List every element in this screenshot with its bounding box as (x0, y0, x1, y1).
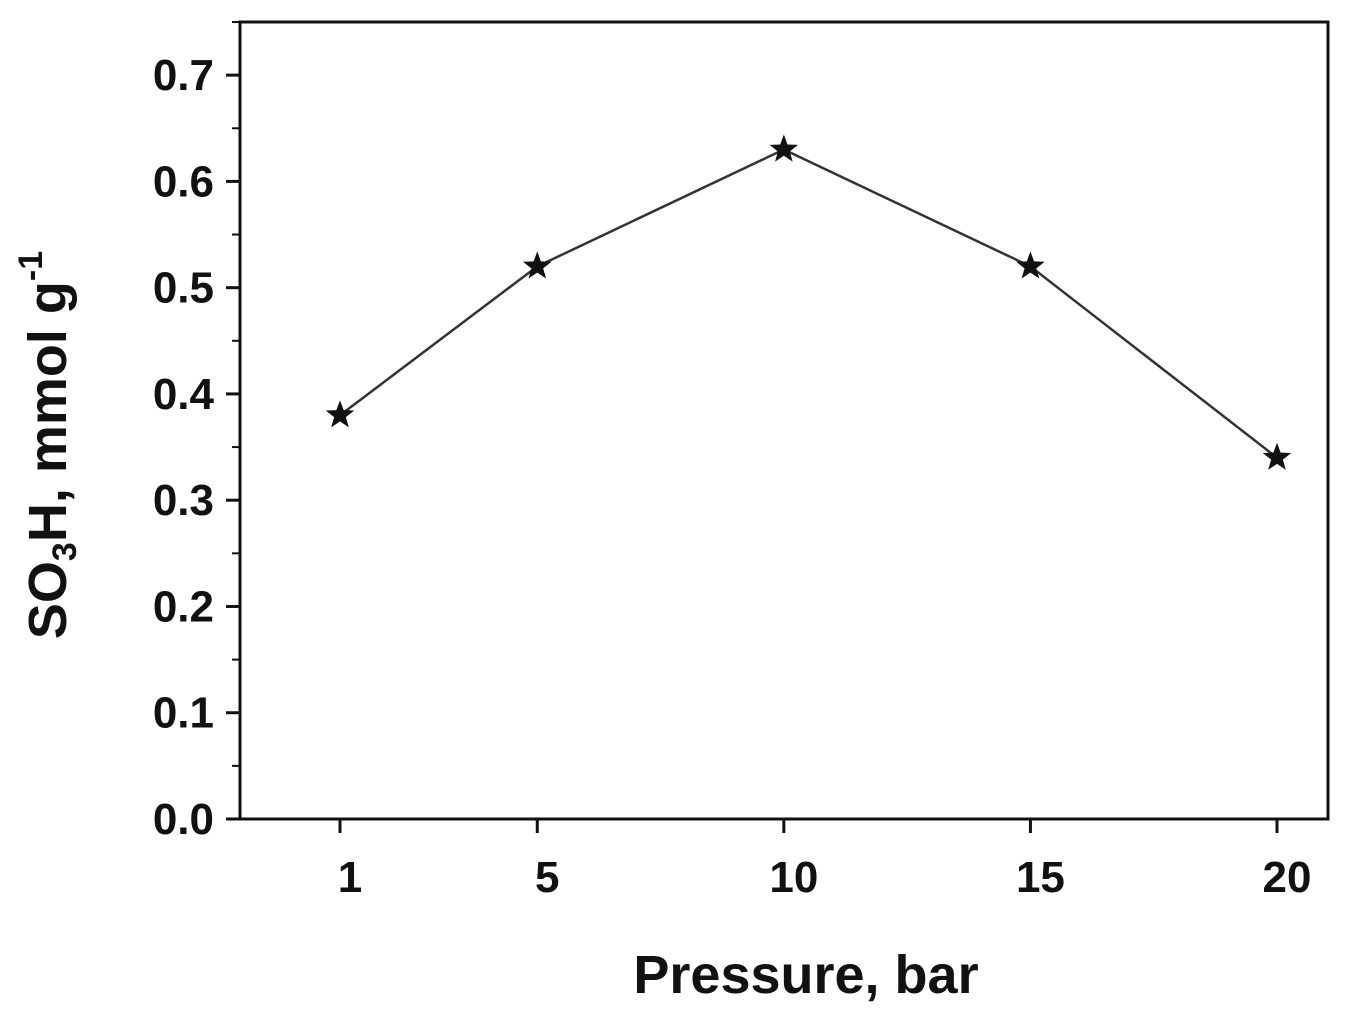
y-axis-title-main: SO (18, 561, 78, 640)
x-tick-label: 1 (338, 853, 362, 902)
x-tick-label: 5 (535, 853, 559, 902)
data-point-star (1262, 442, 1292, 470)
y-axis-ticks: 0.0 0.1 0.2 0.3 0.4 0.5 0.6 0.7 (153, 21, 240, 844)
x-axis-ticks: 1 5 10 15 20 (338, 819, 1312, 902)
y-axis-title-subscript: 3 (46, 542, 84, 562)
y-tick-label: 0.1 (153, 689, 214, 738)
y-axis-title: SO3H, mmol g-1 (12, 250, 84, 640)
x-tick-label: 10 (769, 853, 818, 902)
y-tick-label: 0.3 (153, 476, 214, 525)
data-point-star (325, 400, 355, 428)
y-tick-label: 0.2 (153, 582, 214, 631)
y-tick-label: 0.4 (153, 370, 215, 419)
y-axis-title-units: H, mmol g (18, 281, 78, 543)
y-tick-label: 0.0 (153, 795, 214, 844)
data-point-star (1016, 251, 1045, 279)
x-axis-title: Pressure, bar (633, 945, 978, 1005)
data-point-star (769, 134, 799, 162)
series-group (325, 134, 1292, 470)
series-line (339, 148, 1278, 459)
y-tick-label: 0.5 (153, 264, 214, 313)
x-tick-label: 15 (1016, 853, 1065, 902)
x-tick-label: 20 (1263, 853, 1312, 902)
data-point-star (523, 251, 552, 279)
y-axis-title-superscript: -1 (12, 250, 50, 282)
y-tick-label: 0.7 (153, 51, 214, 100)
y-tick-label: 0.6 (153, 157, 214, 206)
